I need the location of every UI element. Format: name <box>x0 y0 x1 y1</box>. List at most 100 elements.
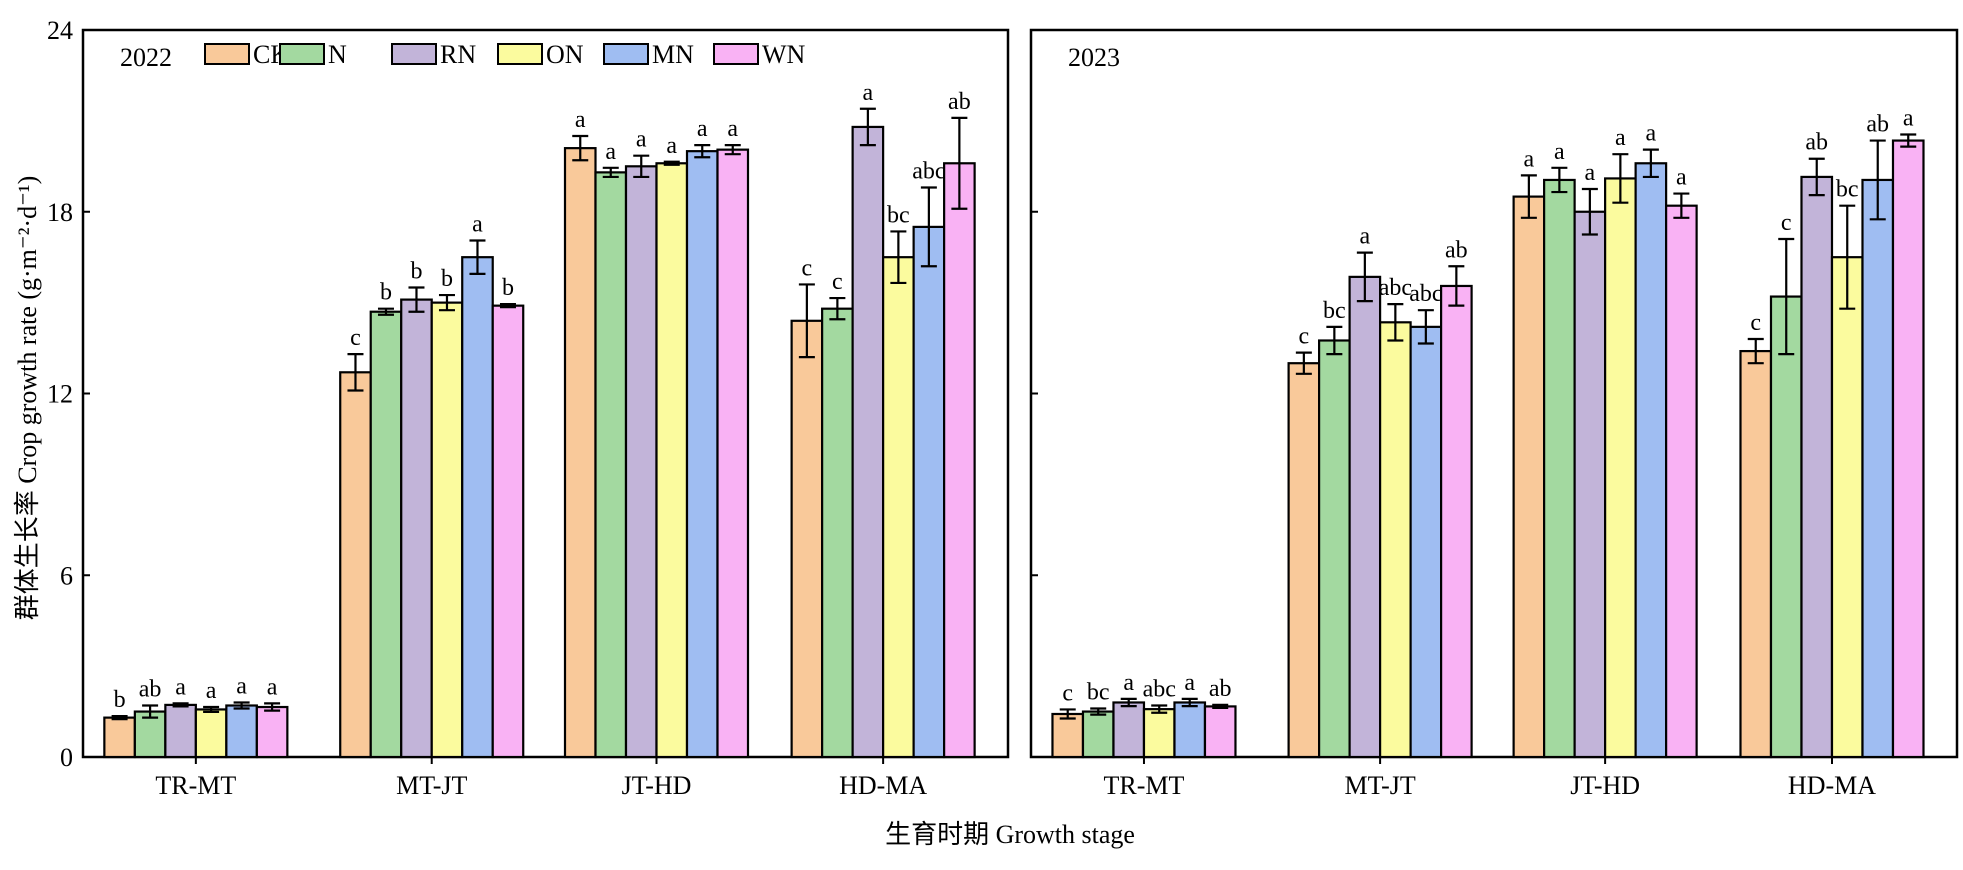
bar-ON <box>430 301 464 759</box>
significance-label: ab <box>139 677 162 703</box>
significance-label: a <box>206 678 217 704</box>
bar-MN <box>1409 325 1443 759</box>
legend-swatch-RN <box>391 43 437 65</box>
bar-CK <box>563 147 597 759</box>
bar-MN <box>1173 701 1207 759</box>
bar-N <box>1543 178 1576 759</box>
year-label: 2022 <box>120 43 172 72</box>
significance-label: a <box>636 127 647 153</box>
significance-label: ab <box>948 89 971 115</box>
y-tick-label: 24 <box>47 16 73 45</box>
bar-MN <box>1634 162 1668 759</box>
bar-MN <box>225 704 258 759</box>
significance-label: abc <box>1379 275 1412 301</box>
legend: CK N RN ON MN WN <box>204 40 806 69</box>
bar-RN <box>1800 175 1834 759</box>
significance-label: a <box>697 116 708 142</box>
bar-CK <box>790 319 824 759</box>
y-tick-label: 6 <box>60 561 73 590</box>
y-tick-label: 12 <box>47 380 73 409</box>
significance-label: a <box>1554 139 1565 165</box>
legend-label-WN: WN <box>762 40 806 69</box>
significance-label: c <box>1299 324 1310 350</box>
bar-WN <box>943 162 976 759</box>
significance-label: a <box>575 107 586 133</box>
bar-N <box>1081 710 1115 759</box>
bar-MN <box>912 225 946 759</box>
significance-label: ab <box>1866 112 1889 138</box>
y-tick-label: 18 <box>47 198 73 227</box>
significance-label: a <box>605 139 616 165</box>
significance-label: b <box>410 258 422 284</box>
bar-N <box>821 307 854 759</box>
y-tick-label: 0 <box>60 743 73 772</box>
legend-label-N: N <box>328 40 347 69</box>
significance-label: a <box>1184 670 1195 696</box>
significance-label: c <box>1781 210 1792 236</box>
bar-CK <box>339 371 372 759</box>
bar-RN <box>1573 210 1607 759</box>
significance-label: a <box>666 133 677 159</box>
significance-label: ab <box>1805 130 1828 156</box>
significance-label: c <box>832 269 843 295</box>
significance-label: a <box>1524 146 1535 172</box>
significance-label: a <box>863 80 874 106</box>
bar-WN <box>1440 284 1473 759</box>
bar-RN <box>1112 701 1146 759</box>
x-tick-label: JT-HD <box>622 771 692 800</box>
legend-swatch-CK <box>204 43 250 65</box>
bar-CK <box>1051 712 1085 759</box>
bar-RN <box>164 703 197 759</box>
bar-ON <box>655 162 689 759</box>
x-axis-title: 生育时期 Growth stage <box>885 820 1135 849</box>
bar-WN <box>255 705 289 759</box>
legend-label-MN: MN <box>652 40 694 69</box>
bar-WN <box>491 304 525 759</box>
significance-label: a <box>1585 160 1596 186</box>
bar-ON <box>882 256 915 759</box>
x-tick-label: TR-MT <box>155 771 236 800</box>
bar-MN <box>461 256 494 759</box>
legend-swatch-ON <box>497 43 543 65</box>
significance-label: ab <box>1209 676 1232 702</box>
bar-group-MT-JT: cbb bab <box>339 212 525 759</box>
bar-group-TR-MT: b ab a a a a <box>103 673 289 759</box>
significance-label: a <box>1646 121 1657 147</box>
significance-label: ab <box>1445 237 1468 263</box>
bar-N <box>1318 339 1351 759</box>
bar-ON <box>194 708 228 759</box>
significance-label: a <box>267 674 278 700</box>
legend-swatch-MN <box>603 43 649 65</box>
bar-ON <box>1830 256 1864 759</box>
x-tick-label: JT-HD <box>1570 771 1640 800</box>
significance-label: a <box>1903 106 1914 132</box>
significance-label: a <box>236 673 247 699</box>
significance-label: a <box>472 212 483 238</box>
y-axis-title: 群体生长率 Crop growth rate (g·m⁻²·d⁻¹) <box>13 176 42 621</box>
legend-swatch-WN <box>713 43 759 65</box>
year-label: 2023 <box>1068 43 1120 72</box>
significance-label: b <box>502 275 514 301</box>
bar-CK <box>1739 349 1773 759</box>
bar-N <box>369 310 403 759</box>
bar-WN <box>716 148 750 759</box>
significance-label: b <box>114 687 126 713</box>
significance-label: abc <box>912 159 945 185</box>
bar-WN <box>1203 705 1237 759</box>
legend-label-ON: ON <box>546 40 584 69</box>
significance-label: bc <box>1836 177 1859 203</box>
x-tick-label: HD-MA <box>1788 771 1876 800</box>
bar-CK <box>1512 195 1546 759</box>
bar-WN <box>1891 139 1925 759</box>
bar-N <box>594 171 628 759</box>
bar-RN <box>1348 275 1382 759</box>
significance-label: abc <box>1409 281 1442 307</box>
legend-swatch-N <box>279 43 325 65</box>
